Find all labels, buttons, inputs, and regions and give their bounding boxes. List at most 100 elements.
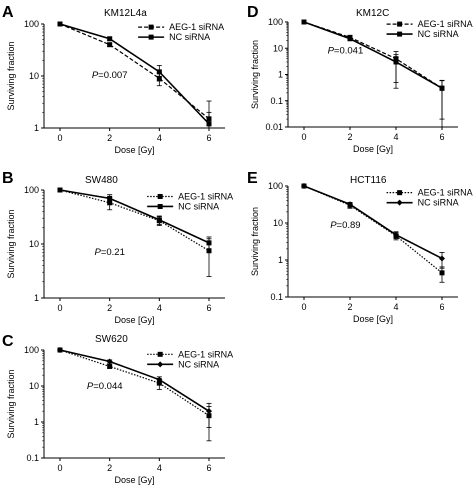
chart-title: KM12L4a (104, 8, 147, 19)
p-value: P=0.21 (94, 247, 124, 258)
panel-letter: B (2, 170, 14, 187)
legend-label: NC siRNA (178, 201, 219, 211)
legend-marker (148, 24, 154, 30)
x-tick-label: 4 (157, 133, 162, 143)
data-point (107, 363, 113, 369)
x-tick-label: 0 (57, 463, 62, 473)
legend-label: AEG-1 siRNA (418, 19, 473, 29)
series-nc-sirna (57, 187, 212, 252)
series-line (59, 23, 210, 125)
data-point (393, 231, 399, 238)
legend-label: NC siRNA (178, 359, 219, 369)
data-point (301, 183, 307, 189)
legend-marker (397, 21, 403, 27)
data-point (206, 408, 212, 415)
p-value: P=0.89 (330, 220, 360, 231)
x-tick-label: 2 (107, 303, 112, 313)
x-tick-label: 4 (157, 463, 162, 473)
y-tick-label: 100 (24, 185, 39, 195)
x-tick-label: 4 (157, 303, 162, 313)
p-value-symbol: P (94, 247, 101, 258)
data-point (439, 85, 445, 91)
legend-label: NC siRNA (418, 198, 459, 208)
chart-panel-b: B SW480 1 10 100 0 2 4 6 Dose [Gy] Surviving fract… (2, 170, 233, 325)
x-tick-label: 0 (301, 302, 306, 312)
y-tick-label: 10 (273, 218, 283, 228)
p-value-number: =0.044 (93, 381, 122, 392)
y-tick-label: 10 (29, 71, 39, 81)
y-tick-label: 100 (268, 181, 283, 191)
x-tick-label: 4 (393, 132, 398, 142)
series-line (59, 349, 210, 417)
legend-marker (157, 361, 164, 368)
data-point (206, 121, 212, 127)
data-point (57, 187, 63, 193)
legend-label: AEG-1 siRNA (169, 22, 224, 32)
y-tick-label: 10 (273, 43, 283, 53)
x-axis-title: Dose [Gy] (114, 315, 154, 325)
p-value: P=0.007 (92, 70, 128, 81)
chart-panel-c: C SW620 0.1 1 10 100 0 2 4 6 Dose [Gy] Surviving fr… (2, 333, 233, 485)
legend-marker (157, 203, 163, 209)
series-line (59, 189, 210, 244)
y-axis-title: Surviving fraction (6, 209, 16, 278)
y-tick-label: 1 (34, 123, 39, 133)
legend-label: AEG-1 siRNA (178, 349, 233, 359)
legend-marker (397, 190, 403, 196)
series-line (303, 185, 443, 260)
series-line (303, 21, 443, 89)
series-nc-sirna (57, 21, 212, 129)
x-axis-title: Dose [Gy] (353, 314, 393, 324)
x-tick-label: 0 (301, 132, 306, 142)
x-tick-label: 2 (347, 302, 352, 312)
x-tick-label: 2 (107, 133, 112, 143)
legend-label: AEG-1 siRNA (178, 191, 233, 201)
p-value: P=0.041 (328, 46, 364, 57)
y-axis-title: Surviving fraction (6, 41, 16, 110)
x-tick-label: 6 (206, 303, 211, 313)
data-point (347, 36, 353, 42)
chart-panel-d: D KM12C 0.01 0.1 1 10 100 0 2 4 6 Dose [Gy] Survivin… (247, 4, 473, 154)
y-tick-label: 0.01 (265, 122, 283, 132)
x-axis-title: Dose [Gy] (114, 475, 154, 485)
data-point (156, 69, 162, 75)
data-point (439, 255, 445, 262)
p-value-number: =0.041 (334, 46, 363, 57)
y-tick-label: 10 (29, 381, 39, 391)
y-tick-label: 1 (278, 70, 283, 80)
data-point (156, 376, 163, 383)
legend-marker (157, 193, 163, 199)
x-tick-label: 0 (57, 303, 62, 313)
y-tick-label: 0.1 (270, 96, 283, 106)
data-point (393, 59, 399, 65)
panel-letter: A (2, 4, 14, 21)
x-tick-label: 6 (439, 302, 444, 312)
data-point (156, 217, 162, 223)
y-tick-label: 100 (268, 17, 283, 27)
data-point (107, 42, 113, 48)
p-value: P=0.044 (87, 381, 123, 392)
x-axis-title: Dose [Gy] (114, 145, 154, 155)
chart-panel-a: A KM12L4a 1 10 100 0 2 4 6 Dose [Gy] Surviving fra… (2, 4, 225, 155)
chart-panel-e: E HCT116 0.1 1 10 100 0 2 4 6 Dose [Gy] Surviving f… (247, 170, 473, 324)
y-tick-label: 1 (34, 293, 39, 303)
y-axis-title: Surviving fraction (250, 40, 260, 109)
data-point (107, 195, 113, 201)
series-nc-sirna (57, 347, 212, 428)
panel-letter: C (2, 333, 14, 350)
p-value-number: =0.89 (337, 220, 361, 231)
p-value-symbol: P (328, 46, 335, 57)
chart-title: KM12C (356, 8, 389, 19)
legend-marker (396, 199, 403, 206)
legend-label: AEG-1 siRNA (418, 188, 473, 198)
y-axis-title: Surviving fraction (6, 369, 16, 438)
data-point (57, 347, 63, 353)
panel-letter: E (247, 170, 258, 187)
p-value-number: =0.007 (98, 70, 127, 81)
y-axis-title: Surviving fraction (250, 207, 260, 276)
